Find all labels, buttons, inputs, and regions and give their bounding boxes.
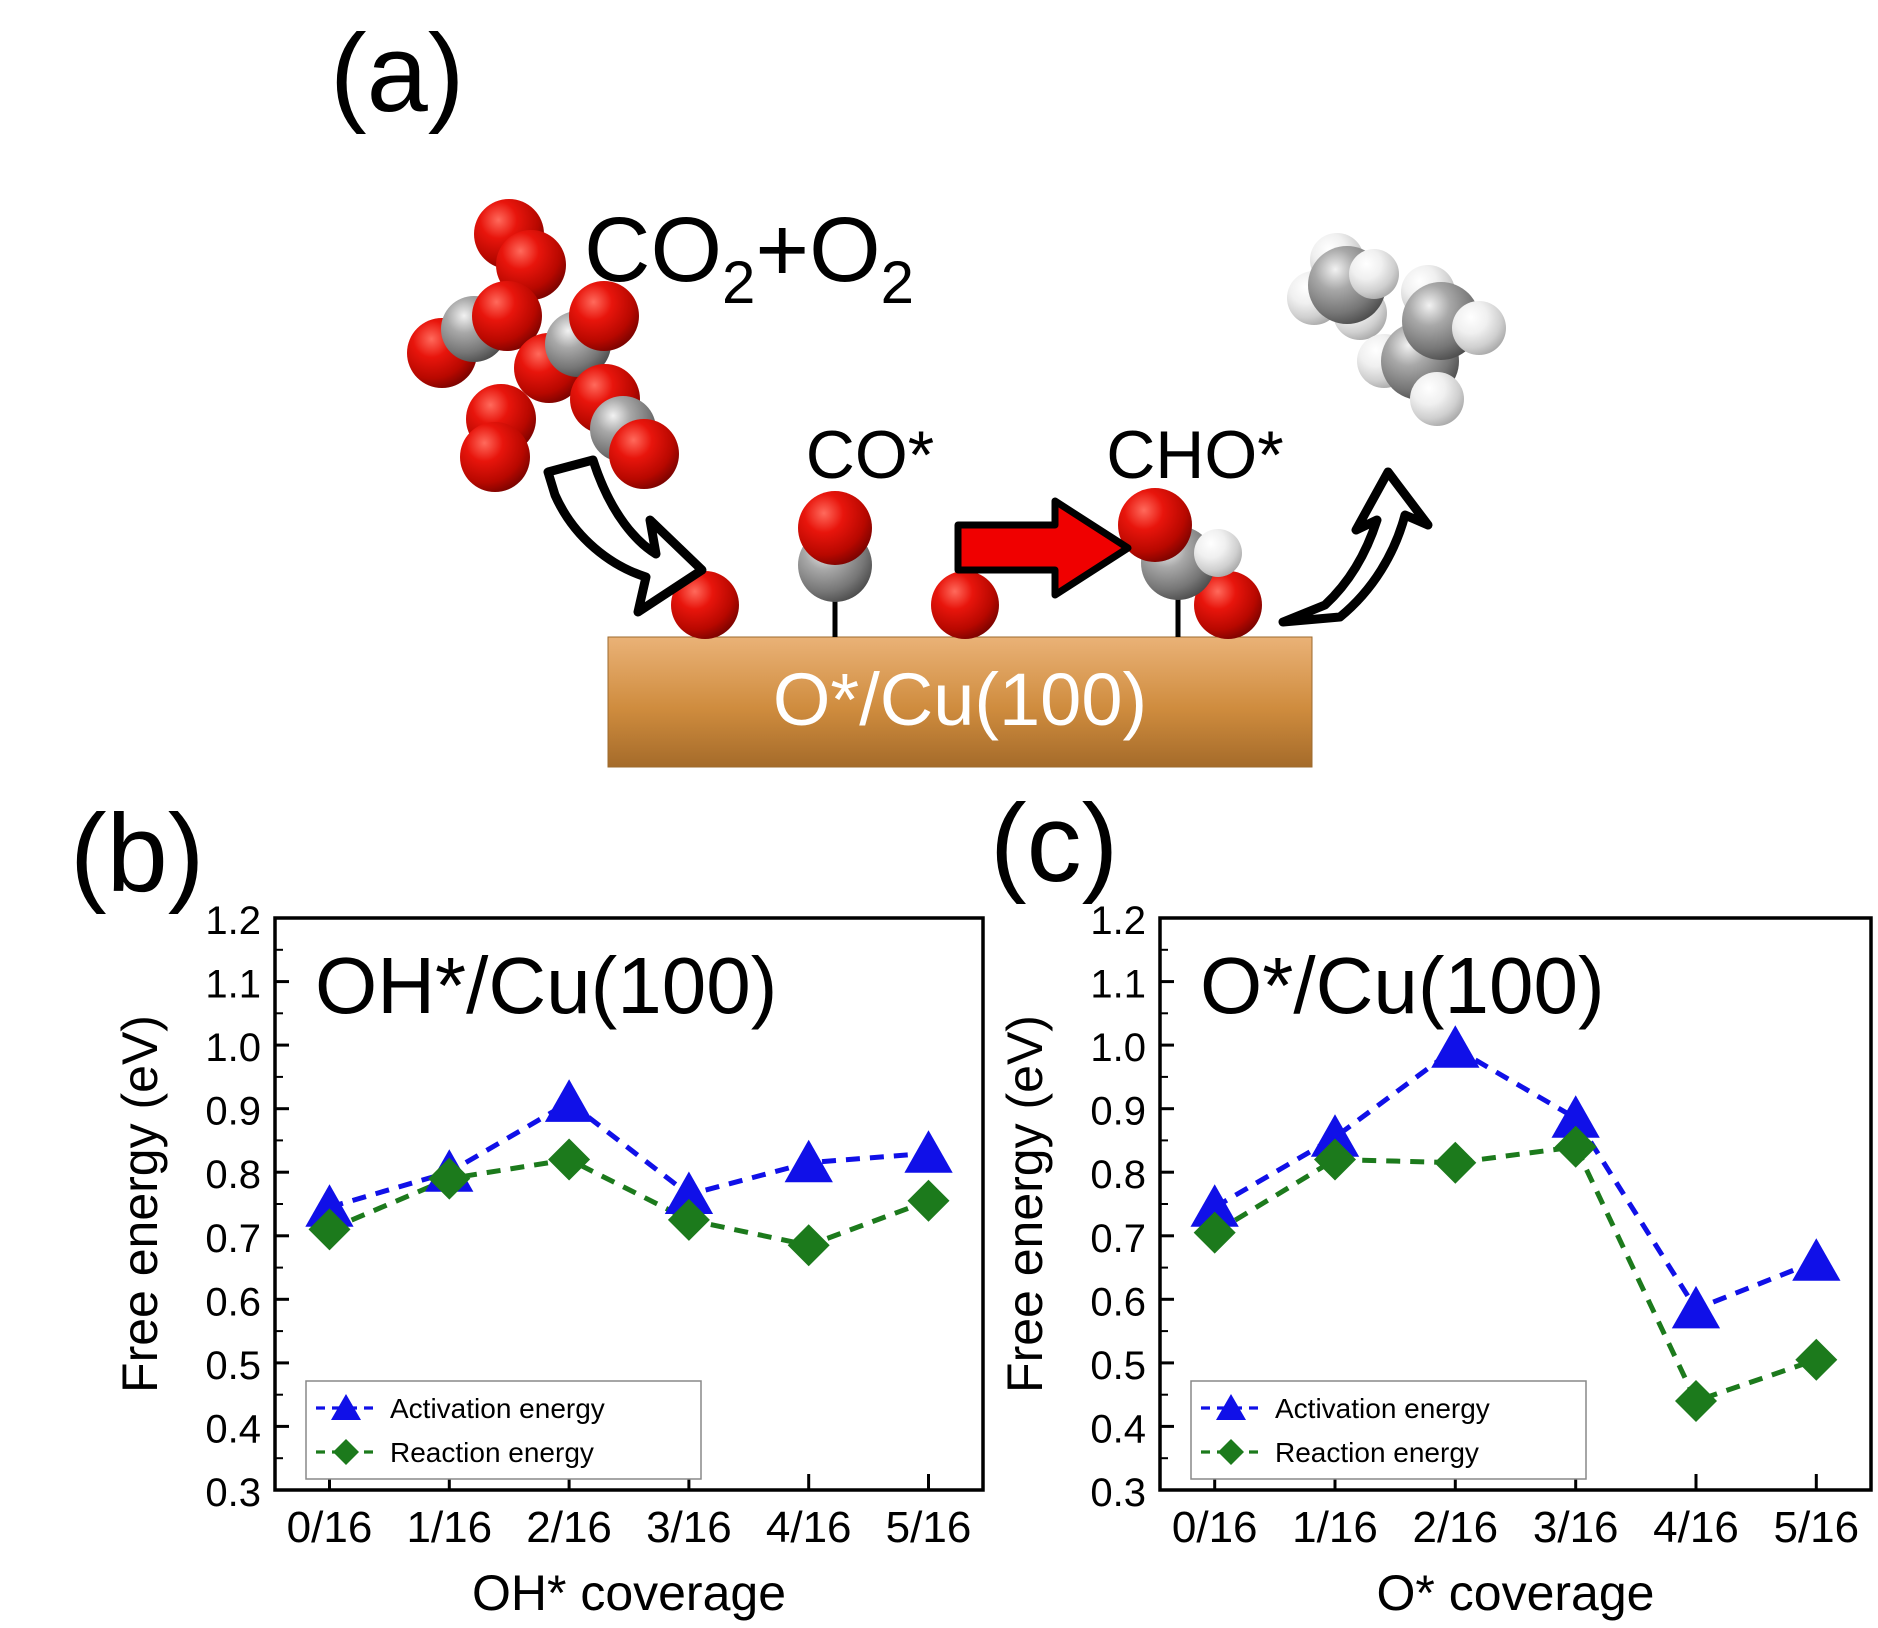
svg-text:1/16: 1/16 [1292,1503,1378,1552]
svg-text:Reaction energy: Reaction energy [1275,1437,1479,1468]
svg-text:2/16: 2/16 [1412,1503,1498,1552]
svg-text:0.4: 0.4 [1090,1407,1146,1451]
svg-text:0.6: 0.6 [1090,1280,1146,1324]
svg-text:3/16: 3/16 [1533,1503,1619,1552]
svg-text:0.7: 0.7 [1090,1217,1146,1261]
svg-text:CO*: CO* [806,417,934,493]
svg-text:0.5: 0.5 [1090,1344,1146,1388]
svg-text:O*/Cu(100): O*/Cu(100) [773,658,1147,741]
svg-text:0/16: 0/16 [1172,1503,1258,1552]
svg-text:Free energy (eV): Free energy (eV) [997,1015,1053,1393]
svg-text:4/16: 4/16 [1653,1503,1739,1552]
svg-text:1.0: 1.0 [1090,1026,1146,1070]
svg-text:0.8: 0.8 [1090,1153,1146,1197]
svg-text:0.3: 0.3 [1090,1471,1146,1515]
svg-text:1.2: 1.2 [1090,899,1146,943]
svg-text:O* coverage: O* coverage [1377,1565,1655,1621]
svg-text:Activation energy: Activation energy [1275,1393,1490,1424]
svg-text:O*/Cu(100): O*/Cu(100) [1200,941,1605,1030]
svg-text:1.1: 1.1 [1090,963,1146,1007]
svg-text:5/16: 5/16 [1773,1503,1859,1552]
svg-text:CO2+O2: CO2+O2 [584,199,914,316]
svg-text:0.9: 0.9 [1090,1090,1146,1134]
svg-text:CHO*: CHO* [1106,417,1284,493]
